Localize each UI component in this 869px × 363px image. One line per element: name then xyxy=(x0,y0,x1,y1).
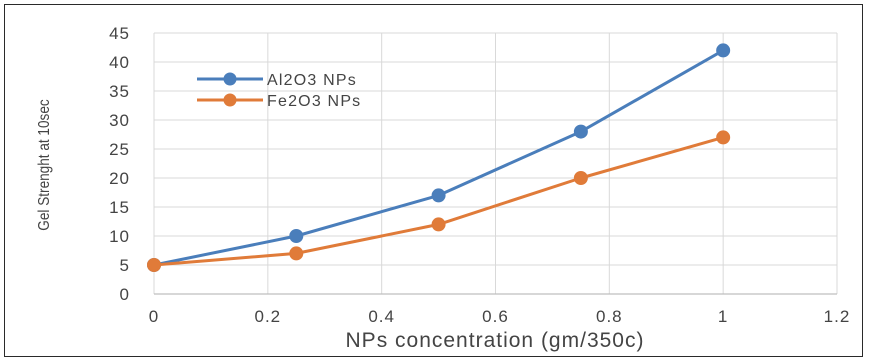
x-tick-label: 0 xyxy=(149,307,159,326)
data-point xyxy=(431,188,446,203)
data-point xyxy=(573,171,588,185)
x-tick-label: 1 xyxy=(718,307,728,326)
x-axis-title: NPs concentration (gm/350c) xyxy=(346,329,645,352)
data-point xyxy=(573,124,588,139)
y-tick-label: 15 xyxy=(109,198,130,217)
chart-frame: 0 5 10 15 20 25 30 35 40 45 0 0.2 0.4 0.6 0.8 1 1.2 Al2O… xyxy=(4,4,863,357)
x-tick-label: 0.2 xyxy=(255,307,282,326)
y-tick-label: 30 xyxy=(109,111,130,130)
legend-marker xyxy=(223,72,237,86)
y-tick-label: 45 xyxy=(109,24,130,43)
y-tick-label: 10 xyxy=(109,227,130,246)
x-tick-label: 1.2 xyxy=(824,307,851,326)
data-point xyxy=(147,258,161,272)
legend-marker xyxy=(223,93,237,107)
x-tick-label: 0.4 xyxy=(368,307,395,326)
data-point xyxy=(289,246,304,261)
x-tick-label: 0.6 xyxy=(482,307,509,326)
x-tick-label: 0.8 xyxy=(596,307,623,326)
data-point xyxy=(289,229,304,243)
chart-legend: Al2O3 NPs Fe2O3 NPs xyxy=(197,72,361,110)
data-point xyxy=(431,217,446,232)
series-line xyxy=(153,49,724,267)
y-axis-title: Gel Strenght at 10sec xyxy=(36,99,53,231)
y-tick-label: 20 xyxy=(109,169,130,188)
data-point xyxy=(716,43,731,58)
data-series xyxy=(147,43,731,272)
axes: 0 5 10 15 20 25 30 35 40 45 0 0.2 0.4 0.6 0.8 1 1.2 xyxy=(109,24,851,326)
line-chart: 0 5 10 15 20 25 30 35 40 45 0 0.2 0.4 0.6 0.8 1 1.2 Al2O… xyxy=(36,24,851,352)
y-tick-label: 0 xyxy=(120,285,130,304)
y-tick-label: 40 xyxy=(109,53,130,72)
y-tick-label: 25 xyxy=(109,140,130,159)
grid-lines xyxy=(153,32,838,295)
legend-label: Fe2O3 NPs xyxy=(267,93,361,110)
legend-label: Al2O3 NPs xyxy=(267,72,357,89)
y-tick-label: 35 xyxy=(109,82,130,101)
y-tick-label: 5 xyxy=(120,256,130,275)
data-point xyxy=(716,130,731,145)
